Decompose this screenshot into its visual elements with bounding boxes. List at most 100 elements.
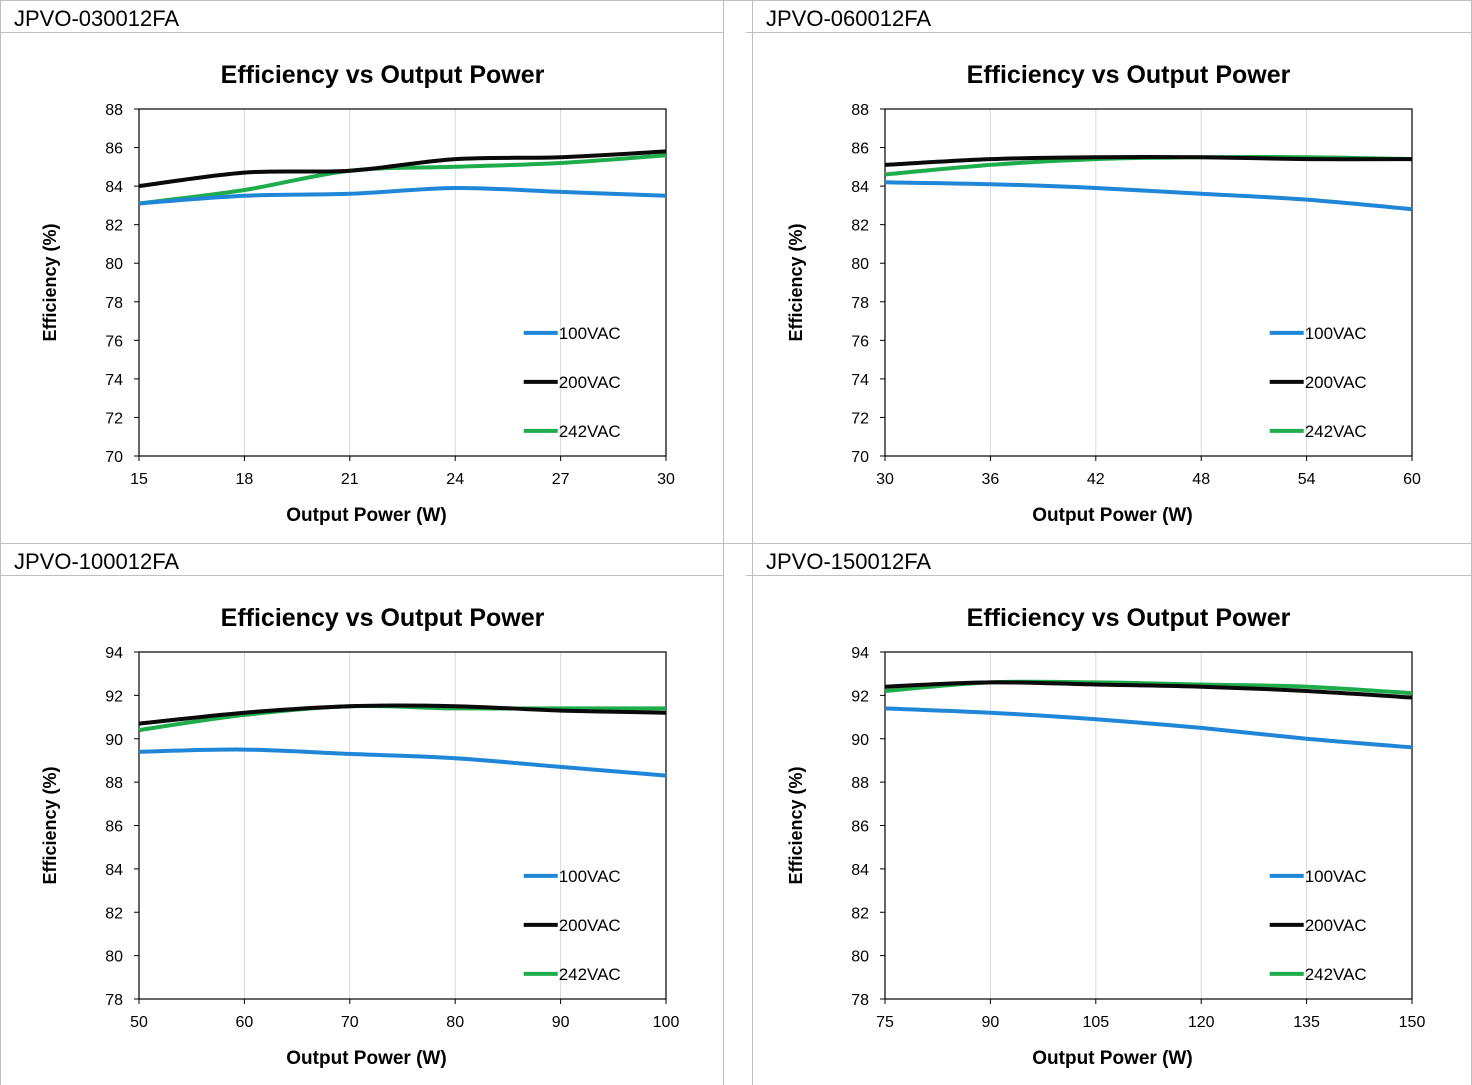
panel-jpvo-150012fa: JPVO-150012FA Efficiency vs Output Power… [746, 543, 1472, 1085]
x-tick-label: 60 [1403, 471, 1421, 488]
legend-label: 242VAC [1305, 965, 1367, 984]
efficiency-chart: Efficiency vs Output Power 78 80 82 84 86 88 90… [40, 604, 680, 1069]
panel-jpvo-030012fa: JPVO-030012FA Efficiency vs Output Power… [0, 0, 724, 543]
y-tick-label: 72 [105, 410, 123, 427]
y-tick-label: 76 [105, 333, 123, 350]
y-axis-label: Efficiency (%) [40, 766, 60, 884]
cell-divider-vertical [723, 0, 724, 1085]
x-tick-label: 54 [1298, 471, 1316, 488]
x-tick-label: 48 [1192, 471, 1210, 488]
y-tick-label: 88 [851, 775, 869, 792]
y-tick-label: 76 [851, 333, 869, 350]
x-tick-label: 42 [1087, 471, 1105, 488]
y-tick-label: 80 [105, 256, 123, 273]
y-tick-label: 84 [851, 862, 869, 879]
legend-label: 200VAC [559, 373, 621, 392]
legend-label: 200VAC [1305, 373, 1367, 392]
plot-area-frame [138, 108, 667, 457]
x-tick-label: 150 [1399, 1014, 1426, 1031]
x-axis-label: Output Power (W) [1032, 505, 1192, 526]
chart-title: Efficiency vs Output Power [967, 604, 1291, 632]
series-line-200vac [884, 680, 1413, 700]
x-tick-label: 100 [653, 1014, 680, 1031]
series-line-100vac [884, 706, 1413, 750]
x-tick-label: 75 [876, 1014, 894, 1031]
y-tick-label: 80 [105, 949, 123, 966]
y-tick-label: 92 [105, 688, 123, 705]
series-line-200vac [138, 149, 667, 189]
legend-label: 200VAC [559, 916, 621, 935]
x-tick-label: 120 [1188, 1014, 1215, 1031]
y-tick-label: 94 [851, 645, 869, 662]
cell-divider-vertical [752, 0, 753, 1085]
series-line-100vac [138, 747, 667, 778]
y-tick-label: 92 [851, 688, 869, 705]
legend-label: 242VAC [1305, 422, 1367, 441]
y-tick-label: 80 [851, 256, 869, 273]
panel-model-label: JPVO-100012FA [14, 549, 180, 574]
legend-label: 100VAC [1305, 867, 1367, 886]
x-tick-label: 90 [552, 1014, 570, 1031]
y-tick-label: 74 [851, 372, 869, 389]
legend-label: 242VAC [559, 422, 621, 441]
y-tick-label: 86 [851, 141, 869, 158]
series-line-100vac [138, 185, 667, 206]
y-tick-label: 94 [105, 645, 123, 662]
legend-label: 100VAC [559, 867, 621, 886]
chart-title: Efficiency vs Output Power [221, 61, 545, 89]
y-tick-label: 84 [105, 179, 123, 196]
y-tick-label: 90 [105, 732, 123, 749]
y-tick-label: 84 [105, 862, 123, 879]
legend-label: 100VAC [559, 324, 621, 343]
x-tick-label: 30 [876, 471, 894, 488]
x-tick-label: 27 [552, 471, 570, 488]
x-tick-label: 18 [236, 471, 254, 488]
y-tick-label: 88 [105, 102, 123, 119]
y-tick-label: 86 [105, 141, 123, 158]
series-line-242vac [138, 153, 667, 206]
panel-header: JPVO-100012FA [0, 543, 724, 576]
x-axis-label: Output Power (W) [286, 1048, 446, 1069]
series-line-200vac [138, 703, 667, 726]
y-tick-label: 82 [851, 905, 869, 922]
y-tick-label: 70 [105, 449, 123, 466]
chart-title: Efficiency vs Output Power [967, 61, 1291, 89]
x-tick-label: 50 [130, 1014, 148, 1031]
panel-jpvo-060012fa: JPVO-060012FA Efficiency vs Output Power… [746, 0, 1472, 543]
legend-label: 242VAC [559, 965, 621, 984]
y-tick-label: 90 [851, 732, 869, 749]
plot-area-frame [884, 651, 1413, 1000]
x-tick-label: 30 [657, 471, 675, 488]
y-tick-label: 78 [851, 295, 869, 312]
y-tick-label: 72 [851, 410, 869, 427]
cell-border-top [0, 0, 1472, 1]
plot-area-frame [884, 108, 1413, 457]
legend-label: 200VAC [1305, 916, 1367, 935]
panel-model-label: JPVO-150012FA [766, 549, 932, 574]
y-tick-label: 78 [105, 295, 123, 312]
x-tick-label: 135 [1293, 1014, 1320, 1031]
x-tick-label: 36 [982, 471, 1000, 488]
y-tick-label: 82 [105, 905, 123, 922]
series-line-200vac [884, 154, 1413, 167]
cell-divider-horizontal [0, 543, 1472, 544]
y-axis-label: Efficiency (%) [786, 766, 806, 884]
x-axis-label: Output Power (W) [1032, 1048, 1192, 1069]
x-tick-label: 90 [982, 1014, 1000, 1031]
y-tick-label: 74 [105, 372, 123, 389]
x-tick-label: 15 [130, 471, 148, 488]
y-tick-label: 78 [105, 992, 123, 1009]
y-axis-label: Efficiency (%) [40, 223, 60, 341]
x-tick-label: 60 [236, 1014, 254, 1031]
y-tick-label: 88 [851, 102, 869, 119]
panel-header: JPVO-030012FA [0, 0, 724, 33]
efficiency-chart: Efficiency vs Output Power 70 72 74 76 78 80 82… [40, 61, 675, 526]
x-tick-label: 24 [446, 471, 464, 488]
x-tick-label: 70 [341, 1014, 359, 1031]
x-tick-label: 21 [341, 471, 359, 488]
x-tick-label: 80 [446, 1014, 464, 1031]
chart-title: Efficiency vs Output Power [221, 604, 545, 632]
panel-model-label: JPVO-030012FA [14, 6, 180, 31]
efficiency-chart: Efficiency vs Output Power 78 80 82 84 86 88 90… [786, 604, 1426, 1069]
